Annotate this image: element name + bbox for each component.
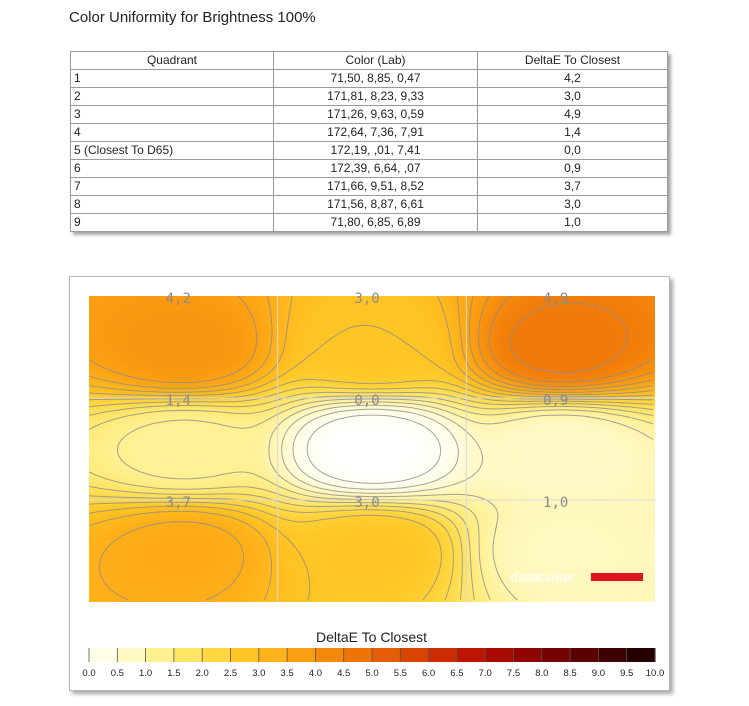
table-row: 3 171,26, 9,63, 0,59 4,9: [70, 105, 668, 124]
deltae-cell: 3,7: [477, 177, 668, 196]
table-row: 1 71,50, 8,85, 0,47 4,2: [70, 69, 668, 88]
legend-swatch: [315, 648, 345, 662]
legend-tick-label: 3.5: [280, 668, 293, 679]
table-row: 6 172,39, 6,64, ,07 0,9: [70, 159, 668, 178]
page-title: Color Uniformity for Brightness 100%: [69, 9, 316, 26]
table-row: 4 172,64, 7,36, 7,91 1,4: [70, 123, 668, 142]
legend-tick-label: 6.5: [450, 668, 463, 679]
lab-cell: 172,19, ,01, 7,41: [273, 141, 478, 160]
quadrant-value-label: 3,0: [354, 291, 379, 307]
legend-swatch: [456, 648, 486, 662]
legend-tick-label: 9.5: [620, 668, 633, 679]
legend-swatch: [372, 648, 401, 662]
uniformity-heatmap-chart: 4,2 3,0 4,9 1,4 0,0 0,9 3,7 3,0 1,0 datacolor 0.0 0…: [69, 276, 670, 691]
quadrant-cell: 1: [70, 69, 274, 88]
legend-tick-label: 0.5: [111, 668, 124, 679]
header-deltae: DeltaE To Closest: [477, 51, 668, 70]
quadrant-cell: 9: [70, 213, 274, 232]
table-row: 5 (Closest To D65) 172,19, ,01, 7,41 0,0: [70, 141, 668, 160]
deltae-cell: 1,4: [477, 123, 668, 142]
legend-swatch: [570, 648, 599, 662]
lab-cell: 171,66, 9,51, 8,52: [273, 177, 478, 196]
lab-cell: 172,64, 7,36, 7,91: [273, 123, 478, 142]
deltae-cell: 0,0: [477, 141, 668, 160]
legend-tick-label: 8.5: [563, 668, 576, 679]
deltae-cell: 4,9: [477, 105, 668, 124]
deltae-cell: 1,0: [477, 213, 668, 232]
quadrant-value-label: 4,2: [166, 291, 191, 307]
header-color-lab: Color (Lab): [273, 51, 478, 70]
legend-tick-label: 4.0: [309, 668, 322, 679]
contour-lines: [88, 295, 654, 601]
quadrant-value-label: 1,0: [543, 495, 568, 511]
quadrant-cell: 4: [70, 123, 274, 142]
lab-cell: 71,50, 8,85, 0,47: [273, 69, 478, 88]
legend-swatch: [258, 648, 288, 662]
legend-swatch: [598, 648, 628, 662]
legend-swatch: [202, 648, 232, 662]
datacolor-watermark-bar: [591, 573, 643, 581]
legend-tick-label: 8.0: [535, 668, 548, 679]
quadrant-cell: 5 (Closest To D65): [70, 141, 274, 160]
legend-tick-label: 7.5: [507, 668, 520, 679]
legend-tick-label: 6.0: [422, 668, 435, 679]
legend-swatch: [287, 648, 316, 662]
quadrant-cell: 7: [70, 177, 274, 196]
lab-cell: 171,81, 8,23, 9,33: [273, 87, 478, 106]
datacolor-watermark: datacolor: [510, 569, 574, 585]
quadrant-cell: 3: [70, 105, 274, 124]
legend-title: DeltaE To Closest: [315, 629, 427, 645]
quadrant-value-label: 1,4: [166, 393, 191, 409]
table-row: 2 171,81, 8,23, 9,33 3,0: [70, 87, 668, 106]
legend-tick-label: 3.0: [252, 668, 265, 679]
table-row: 8 171,56, 8,87, 6,61 3,0: [70, 195, 668, 214]
heatmap-surface: [89, 296, 655, 602]
quadrant-cell: 2: [70, 87, 274, 106]
heatmap-svg: 4,2 3,0 4,9 1,4 0,0 0,9 3,7 3,0 1,0 datacolor 0.0 0…: [82, 291, 665, 679]
color-uniformity-table: Quadrant Color (Lab) DeltaE To Closest 1…: [70, 51, 668, 232]
legend-tick-label: 10.0: [646, 668, 665, 679]
legend-tick-label: 2.0: [196, 668, 209, 679]
legend-tick-label: 5.0: [365, 668, 378, 679]
legend-swatch: [626, 648, 656, 662]
legend-swatch: [400, 648, 430, 662]
quadrant-value-label: 3,0: [354, 495, 379, 511]
legend-swatch: [89, 648, 118, 662]
legend-tick-label: 2.5: [224, 668, 237, 679]
quadrant-cell: 8: [70, 195, 274, 214]
quadrant-value-label: 0,9: [543, 393, 568, 409]
lab-cell: 172,39, 6,64, ,07: [273, 159, 478, 178]
legend-tick-label: 4.5: [337, 668, 350, 679]
legend-swatch: [541, 648, 571, 662]
lab-cell: 171,26, 9,63, 0,59: [273, 105, 478, 124]
deltae-cell: 0,9: [477, 159, 668, 178]
legend-swatch: [343, 648, 373, 662]
quadrant-value-label: 3,7: [166, 495, 191, 511]
legend-tick-label: 5.5: [394, 668, 407, 679]
lab-cell: 171,56, 8,87, 6,61: [273, 195, 478, 214]
legend-tick-label: 7.0: [479, 668, 492, 679]
legend-swatch: [513, 648, 543, 662]
legend-swatch: [173, 648, 203, 662]
deltae-cell: 3,0: [477, 195, 668, 214]
quadrant-value-label: 0,0: [354, 393, 379, 409]
legend-tick-label: 9.0: [592, 668, 605, 679]
legend-swatch: [230, 648, 260, 662]
lab-cell: 71,80, 6,85, 6,89: [273, 213, 478, 232]
table-header-row: Quadrant Color (Lab) DeltaE To Closest: [70, 51, 668, 70]
table-row: 9 71,80, 6,85, 6,89 1,0: [70, 213, 668, 232]
quadrant-cell: 6: [70, 159, 274, 178]
table-row: 7 171,66, 9,51, 8,52 3,7: [70, 177, 668, 196]
legend-tick-label: 1.0: [139, 668, 152, 679]
deltae-cell: 3,0: [477, 87, 668, 106]
legend-tick-label: 1.5: [167, 668, 180, 679]
legend-swatch: [117, 648, 147, 662]
quadrant-value-label: 4,9: [543, 291, 568, 307]
header-quadrant: Quadrant: [70, 51, 274, 70]
legend-swatch: [145, 648, 175, 662]
legend-swatch: [428, 648, 458, 662]
legend-swatch: [485, 648, 515, 662]
deltae-cell: 4,2: [477, 69, 668, 88]
legend-tick-label: 0.0: [82, 668, 95, 679]
